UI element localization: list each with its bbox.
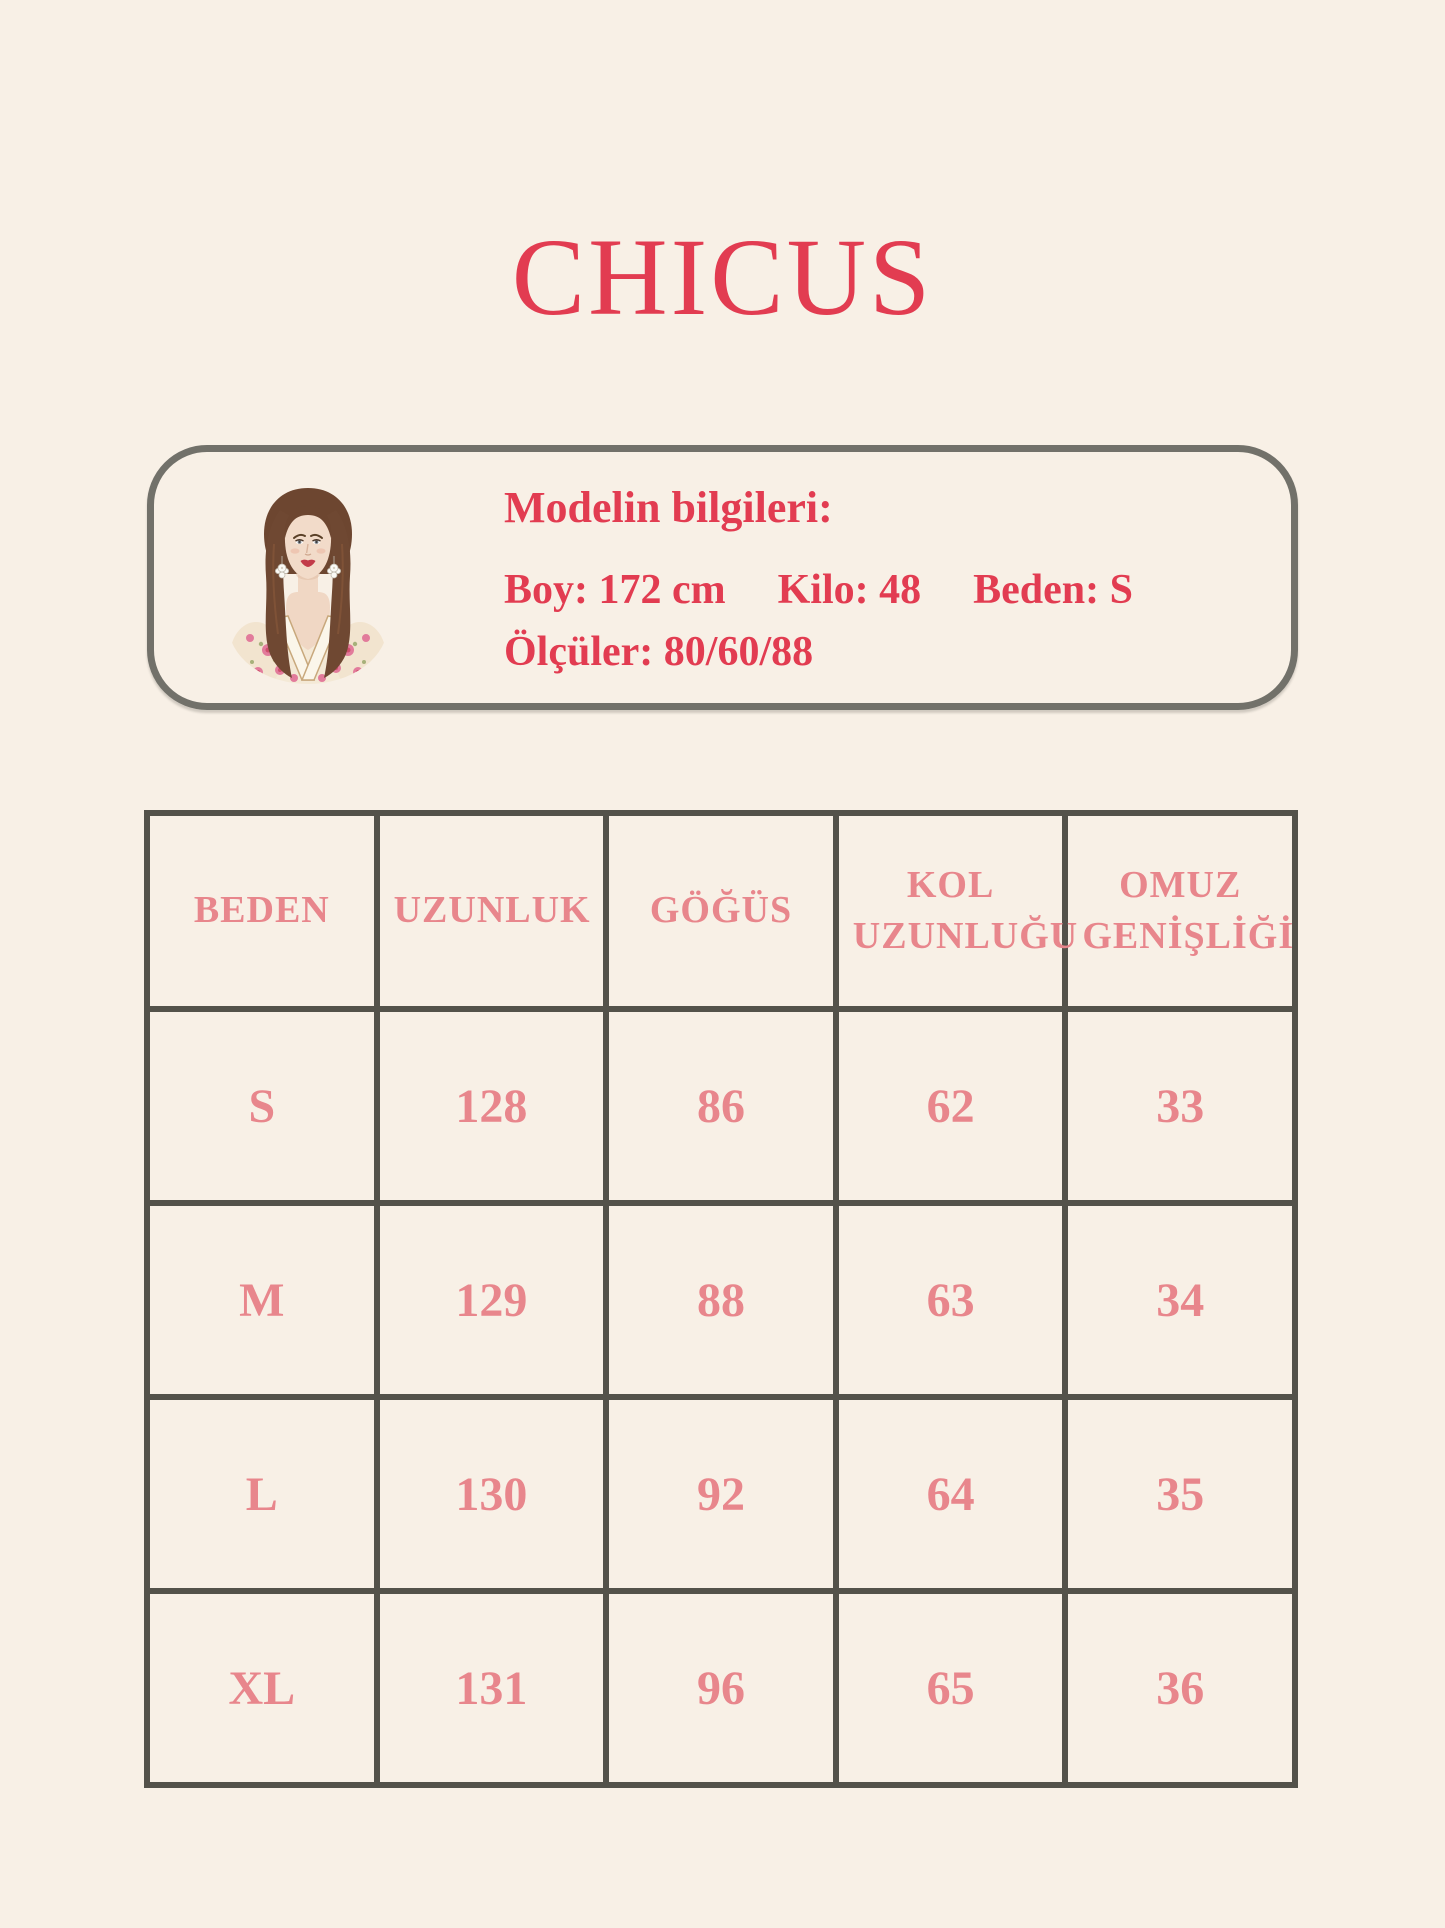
model-info-heading: Modelin bilgileri: xyxy=(504,483,833,532)
column-header-beden: BEDEN xyxy=(144,810,380,1012)
column-header-uzunluk: UZUNLUK xyxy=(373,810,610,1012)
model-size: Beden: S xyxy=(973,566,1133,613)
brand-title: CHICUS xyxy=(511,216,934,338)
table-cell: 63 xyxy=(832,1200,1069,1400)
size-table: BEDEN UZUNLUK GÖĞÜS KOL UZUNLUĞU OMUZ GE… xyxy=(144,810,1298,1788)
model-height: Boy: 172 cm xyxy=(504,566,726,613)
table-row-l: L 130 92 64 35 xyxy=(144,1394,1298,1594)
table-cell: M xyxy=(144,1200,380,1400)
column-header-gogus: GÖĞÜS xyxy=(603,810,839,1012)
size-table-header-row: BEDEN UZUNLUK GÖĞÜS KOL UZUNLUĞU OMUZ GE… xyxy=(144,810,1298,1012)
table-row-xl: XL 131 96 65 36 xyxy=(144,1588,1298,1788)
model-info-text: Modelin bilgileri: Boy: 172 cm Kilo: 48 … xyxy=(504,482,1133,678)
table-cell: 36 xyxy=(1062,1588,1298,1788)
table-cell: 130 xyxy=(373,1394,610,1594)
table-cell: XL xyxy=(144,1588,380,1788)
table-cell: 92 xyxy=(603,1394,839,1594)
model-measurements: Ölçüler: 80/60/88 xyxy=(504,629,814,676)
table-cell: 131 xyxy=(373,1588,610,1788)
table-cell: 64 xyxy=(832,1394,1069,1594)
table-cell: 86 xyxy=(603,1006,839,1206)
column-header-omuz-genisligi: OMUZ GENİŞLİĞİ xyxy=(1062,810,1298,1012)
table-cell: 129 xyxy=(373,1200,610,1400)
table-cell: 33 xyxy=(1062,1006,1298,1206)
table-cell: L xyxy=(144,1394,380,1594)
model-stats-line: Boy: 172 cm Kilo: 48 Beden: S xyxy=(504,565,1133,615)
table-row-m: M 129 88 63 34 xyxy=(144,1200,1298,1400)
model-info-card: Modelin bilgileri: Boy: 172 cm Kilo: 48 … xyxy=(147,445,1298,710)
table-cell: 34 xyxy=(1062,1200,1298,1400)
table-cell: S xyxy=(144,1006,380,1206)
table-cell: 62 xyxy=(832,1006,1069,1206)
model-photo-illustration xyxy=(230,488,386,684)
model-photo xyxy=(228,482,388,684)
table-cell: 35 xyxy=(1062,1394,1298,1594)
table-cell: 96 xyxy=(603,1588,839,1788)
table-cell: 88 xyxy=(603,1200,839,1400)
model-weight: Kilo: 48 xyxy=(777,566,922,613)
column-header-kol-uzunlugu: KOL UZUNLUĞU xyxy=(832,810,1077,1012)
table-cell: 128 xyxy=(373,1006,610,1206)
table-cell: 65 xyxy=(832,1588,1069,1788)
table-row-s: S 128 86 62 33 xyxy=(144,1006,1298,1206)
